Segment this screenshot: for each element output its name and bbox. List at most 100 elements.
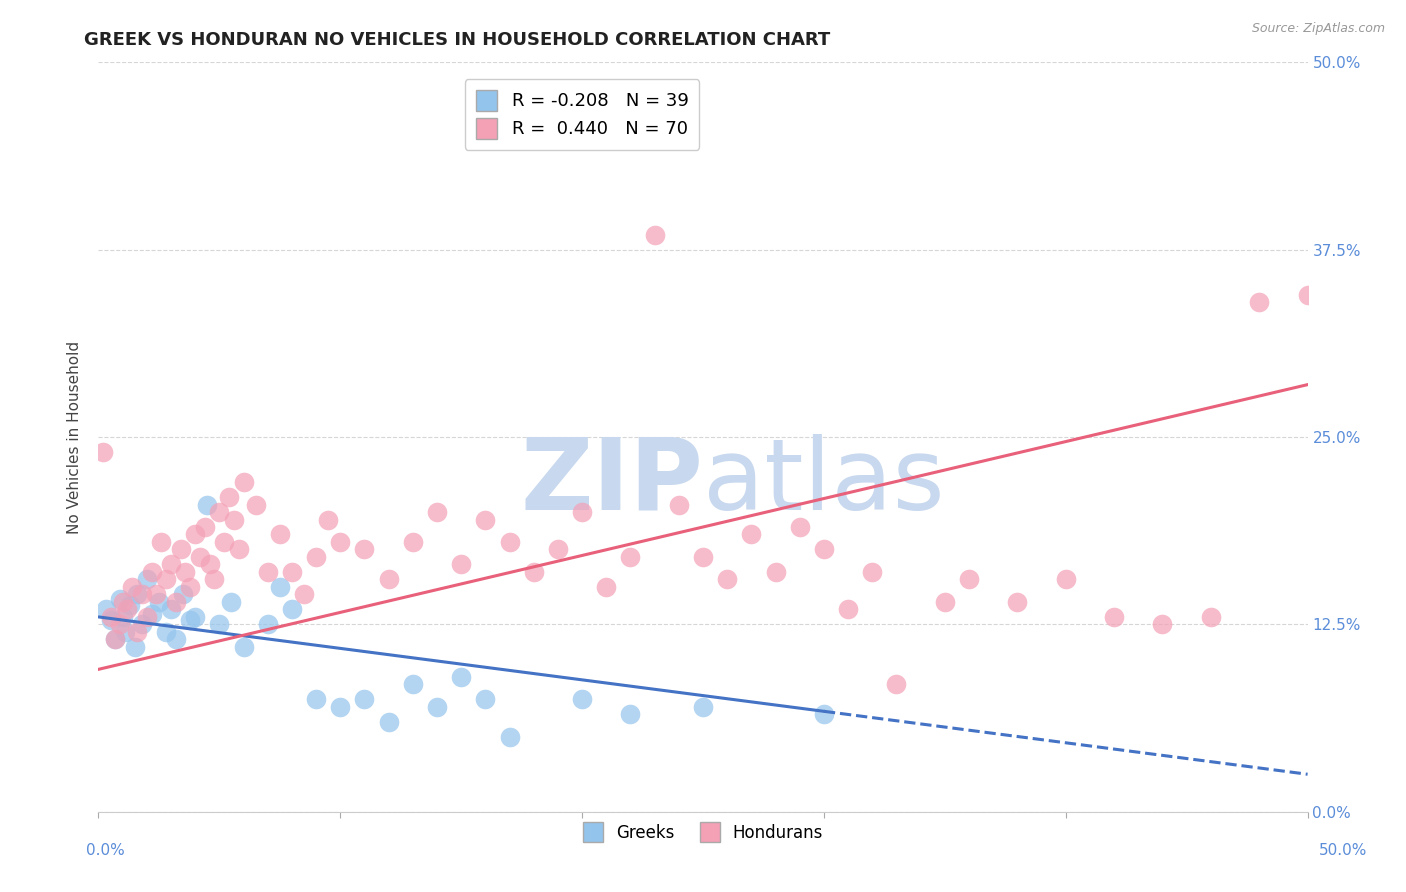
Text: atlas: atlas: [703, 434, 945, 531]
Point: [150, 535, 173, 549]
Point: [172, 587, 194, 601]
Point: [111, 610, 134, 624]
Point: [256, 565, 278, 579]
Point: [104, 632, 127, 647]
Point: [957, 573, 980, 587]
Point: [377, 714, 399, 729]
Point: [305, 692, 328, 706]
Point: [218, 490, 240, 504]
Point: [141, 607, 163, 621]
Point: [269, 527, 291, 541]
Point: [619, 549, 641, 564]
Point: [1007, 595, 1029, 609]
Point: [114, 624, 136, 639]
Point: [222, 512, 245, 526]
Point: [155, 573, 177, 587]
Point: [256, 617, 278, 632]
Point: [292, 587, 315, 601]
Text: 0.0%: 0.0%: [86, 843, 125, 858]
Text: Source: ZipAtlas.com: Source: ZipAtlas.com: [1251, 22, 1385, 36]
Point: [121, 580, 143, 594]
Point: [474, 692, 496, 706]
Point: [124, 640, 146, 654]
Point: [108, 591, 131, 606]
Point: [1102, 610, 1125, 624]
Point: [148, 595, 170, 609]
Point: [450, 558, 472, 572]
Point: [108, 617, 131, 632]
Point: [1296, 287, 1319, 301]
Legend: Greeks, Hondurans: Greeks, Hondurans: [576, 816, 830, 848]
Point: [179, 580, 201, 594]
Point: [402, 535, 425, 549]
Point: [789, 520, 811, 534]
Point: [426, 505, 449, 519]
Point: [281, 602, 304, 616]
Point: [94, 602, 117, 616]
Point: [837, 602, 859, 616]
Point: [402, 677, 425, 691]
Point: [813, 707, 835, 722]
Point: [571, 692, 593, 706]
Point: [547, 542, 569, 557]
Point: [184, 527, 207, 541]
Point: [145, 587, 167, 601]
Text: GREEK VS HONDURAN NO VEHICLES IN HOUSEHOLD CORRELATION CHART: GREEK VS HONDURAN NO VEHICLES IN HOUSEHO…: [84, 31, 831, 49]
Point: [184, 610, 207, 624]
Point: [135, 610, 157, 624]
Point: [127, 587, 149, 601]
Point: [188, 549, 211, 564]
Point: [619, 707, 641, 722]
Point: [595, 580, 617, 594]
Point: [281, 565, 304, 579]
Point: [316, 512, 339, 526]
Point: [523, 565, 546, 579]
Point: [111, 595, 134, 609]
Point: [668, 498, 690, 512]
Point: [194, 520, 217, 534]
Point: [329, 535, 352, 549]
Point: [353, 692, 375, 706]
Point: [498, 730, 520, 744]
Point: [1249, 295, 1271, 310]
Point: [165, 595, 187, 609]
Point: [228, 542, 250, 557]
Point: [221, 595, 243, 609]
Point: [269, 580, 291, 594]
Point: [127, 624, 149, 639]
Point: [131, 587, 153, 601]
Point: [232, 475, 254, 489]
Point: [160, 558, 183, 572]
Point: [204, 573, 226, 587]
Point: [426, 699, 449, 714]
Point: [169, 542, 191, 557]
Point: [450, 670, 472, 684]
Point: [1199, 610, 1222, 624]
Point: [886, 677, 908, 691]
Point: [135, 573, 157, 587]
Point: [474, 512, 496, 526]
Point: [740, 527, 762, 541]
Point: [165, 632, 187, 647]
Point: [1054, 573, 1077, 587]
Point: [100, 613, 122, 627]
Point: [195, 498, 218, 512]
Point: [198, 558, 221, 572]
Point: [232, 640, 254, 654]
Point: [104, 632, 127, 647]
Point: [155, 624, 177, 639]
Point: [498, 535, 520, 549]
Point: [571, 505, 593, 519]
Point: [860, 565, 883, 579]
Point: [353, 542, 375, 557]
Point: [91, 445, 114, 459]
Point: [716, 573, 738, 587]
Point: [765, 565, 787, 579]
Point: [118, 598, 141, 612]
Point: [100, 610, 122, 624]
Point: [141, 565, 163, 579]
Text: 50.0%: 50.0%: [1319, 843, 1367, 858]
Point: [131, 617, 153, 632]
Point: [160, 602, 183, 616]
Point: [174, 565, 197, 579]
